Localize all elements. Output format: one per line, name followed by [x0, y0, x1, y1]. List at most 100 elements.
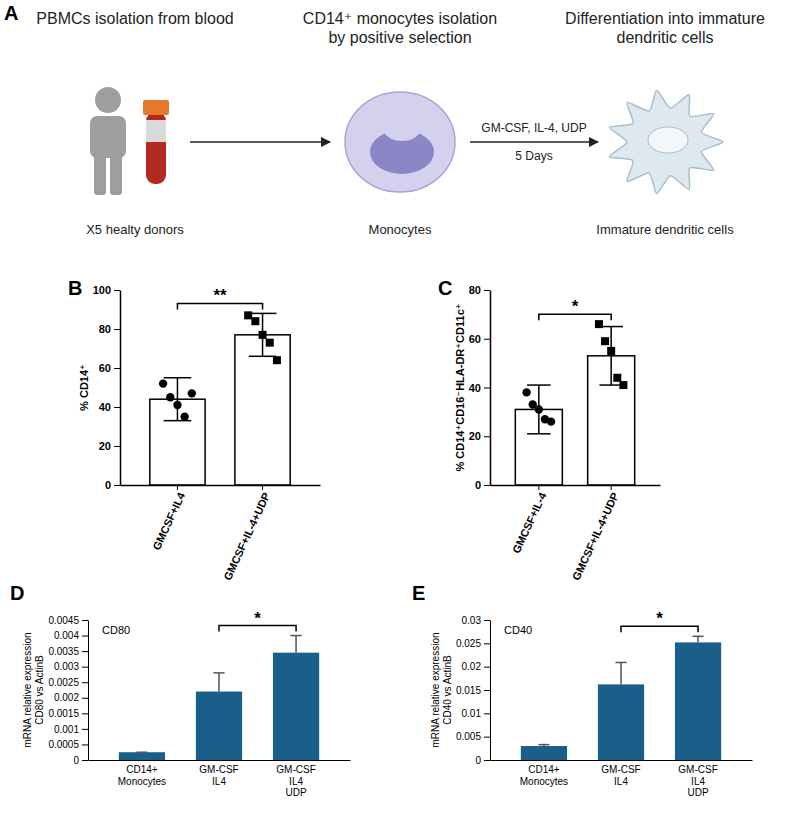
- x-tick: GM-CSFIL4UDP: [276, 760, 315, 798]
- tick-label: 0.003: [54, 661, 79, 672]
- y-tick: 0.0025: [48, 677, 88, 688]
- error-cap: [527, 433, 551, 435]
- text-line: IL4: [212, 776, 226, 787]
- y-tick: 60: [99, 362, 120, 374]
- x-tick: GMCSF+IL-4+UDP: [221, 485, 272, 582]
- tube-label: [146, 120, 166, 142]
- axis-line: [491, 485, 661, 487]
- x-tick: CD14+Monocytes: [520, 760, 568, 787]
- tick-mark: [484, 436, 490, 437]
- tick-label: 0.01: [462, 708, 482, 719]
- error-cap: [164, 420, 192, 422]
- error-bar: [538, 385, 540, 434]
- text-line: CD14+: [126, 764, 158, 775]
- tick-label: 20: [99, 440, 111, 452]
- point: [613, 374, 621, 382]
- y-tick: 20: [469, 430, 490, 442]
- axis-title: % CD14⁺: [78, 364, 90, 411]
- significance-label: *: [572, 297, 579, 316]
- text-line: GM-CSF: [601, 764, 640, 775]
- x-axis: GMCSF+IL-4GMCSF+IL-4+UDP: [491, 485, 661, 582]
- tick-mark: [484, 713, 490, 714]
- text-line: by positive selection: [328, 29, 471, 46]
- tick-label: 0.0035: [48, 646, 79, 657]
- tick-label: 0.02: [462, 661, 482, 672]
- text-line: PBMCs isolation from blood: [36, 10, 233, 27]
- text-line: Monocytes: [520, 776, 568, 787]
- text-line: IL4: [614, 776, 628, 787]
- text-line: GM-CSF: [199, 764, 238, 775]
- tick-mark: [82, 729, 88, 730]
- bar: [273, 653, 319, 760]
- y-tick: 0.005: [456, 731, 490, 742]
- error-cap: [599, 384, 623, 386]
- y-tick: 0.003: [54, 661, 88, 672]
- error-bar: [697, 636, 699, 642]
- tick-mark: [484, 388, 490, 389]
- text-line: CD80 vs ActinB: [34, 655, 45, 725]
- chart-panel: 00.00050.0010.00150.0020.00250.0030.0035…: [10, 582, 351, 798]
- point: [166, 393, 174, 401]
- x-tick: GM-CSFIL4: [601, 760, 640, 787]
- plot-marks: [521, 636, 721, 760]
- y-tick: 0: [475, 755, 490, 766]
- x-tick: GM-CSFIL4UDP: [678, 760, 717, 798]
- tick-label: GM-CSFIL4UDP: [678, 764, 717, 798]
- y-tick: 60: [469, 333, 490, 345]
- monocyte: [345, 92, 455, 192]
- point: [251, 317, 259, 325]
- axis-line: [121, 485, 321, 487]
- tick-label: 0.0015: [48, 708, 79, 719]
- error-cap: [136, 751, 147, 753]
- tick-mark: [484, 690, 490, 691]
- tube-cap: [143, 100, 169, 115]
- tick-label: 60: [99, 362, 111, 374]
- plot-marks: [515, 320, 634, 485]
- figure: APBMCs isolation from bloodX5 healty don…: [0, 0, 788, 815]
- panel-letter: C: [438, 277, 452, 299]
- person-leg: [110, 150, 122, 195]
- tick-label: 40: [99, 401, 111, 413]
- tick-mark: [114, 446, 120, 447]
- tick-label: 0: [105, 479, 111, 491]
- panel-letter: A: [4, 2, 18, 24]
- dendritic-cell: [609, 90, 723, 193]
- tick-label: 0.0025: [48, 677, 79, 688]
- point: [159, 379, 167, 387]
- text-line: mRNA relative expression: [22, 632, 33, 747]
- tick-mark: [484, 485, 490, 486]
- bar: [196, 692, 242, 760]
- tick-mark: [82, 636, 88, 637]
- significance-label: *: [254, 609, 261, 628]
- error-cap: [291, 635, 302, 637]
- tick-mark: [484, 737, 490, 738]
- tick-label: 0.015: [456, 685, 481, 696]
- y-tick: 40: [99, 401, 120, 413]
- error-cap: [249, 356, 277, 358]
- y-tick: 80: [99, 323, 120, 335]
- monocyte-nucleus-notch: [384, 119, 420, 141]
- tick-label: 0: [73, 755, 79, 766]
- error-cap: [538, 744, 549, 746]
- arrow-label: GM-CSF, IL-4, UDP: [481, 121, 586, 135]
- y-tick: 0.02: [462, 661, 490, 672]
- tick-label: 0.004: [54, 630, 79, 641]
- text-line: CD14+: [528, 764, 560, 775]
- text-line: UDP: [285, 787, 306, 798]
- text-line: Monocytes: [118, 776, 166, 787]
- tick-label: GM-CSFIL4: [199, 764, 238, 787]
- point: [273, 356, 281, 364]
- bar: [119, 752, 165, 760]
- tick-label: 80: [469, 284, 481, 296]
- axis-title: % CD14⁺CD16⁻HLA-DR⁺CD11c⁺: [454, 303, 466, 471]
- tick-label: 20: [469, 430, 481, 442]
- point: [601, 337, 609, 345]
- x-axis: GMCSF+IL4 GMCSF+IL-4+UDP: [121, 485, 321, 582]
- tick-label: 100: [93, 284, 111, 296]
- step-title: CD14⁺ monocytes isolationby positive sel…: [303, 10, 497, 46]
- tick-mark: [114, 290, 120, 291]
- arrow-label: 5 Days: [515, 149, 552, 163]
- text-line: dendritic cells: [617, 29, 714, 46]
- person-leg: [94, 150, 106, 195]
- tick-label: GMCSF+IL4: [150, 490, 187, 552]
